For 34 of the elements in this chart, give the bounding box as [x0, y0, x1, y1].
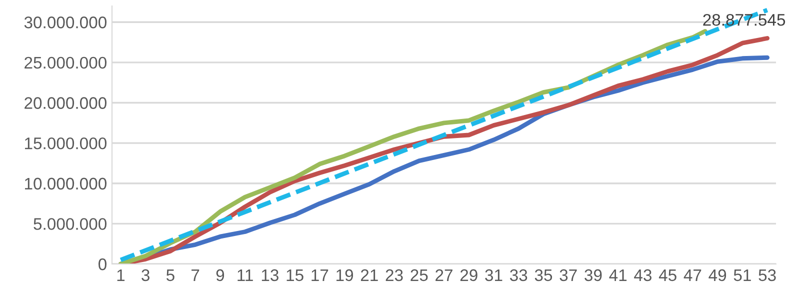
y-tick-label: 10.000.000	[25, 178, 106, 190]
x-tick-label: 45	[658, 269, 676, 282]
x-tick-label: 13	[262, 269, 278, 282]
y-tick-label: 0	[98, 258, 106, 270]
x-tick-label: 49	[708, 269, 726, 282]
x-tick-label: 29	[460, 269, 478, 282]
x-tick-label: 53	[758, 269, 776, 282]
x-tick-label: 41	[609, 269, 627, 281]
y-tick-label: 20.000.000	[24, 97, 106, 109]
x-tick-label: 9	[216, 269, 224, 282]
y-tick-label: 30.000.000	[24, 16, 106, 28]
x-tick-label: 37	[560, 269, 577, 282]
x-tick-label: 43	[634, 269, 652, 282]
y-tick-label: 5.000.000	[34, 218, 106, 230]
x-tick-label: 19	[336, 269, 354, 282]
x-tick-label: 47	[684, 269, 702, 281]
x-tick-label: 27	[436, 269, 452, 281]
x-tick-label: 33	[510, 269, 528, 282]
x-tick-label: 5	[166, 269, 174, 282]
x-tick-label: 51	[734, 269, 751, 282]
x-tick-label: 7	[192, 269, 200, 281]
x-tick-label: 3	[142, 269, 150, 282]
x-tick-label: 31	[485, 269, 502, 282]
x-tick-label: 35	[534, 269, 552, 282]
x-tick-label: 1	[117, 269, 125, 281]
x-tick-label: 23	[386, 269, 403, 282]
x-tick-label: 21	[360, 269, 378, 281]
x-tick-label: 15	[286, 269, 304, 282]
y-tick-label: 25.000.000	[24, 56, 106, 69]
x-tick-label: 11	[238, 269, 253, 281]
y-tick-label: 15.000.000	[25, 137, 106, 150]
x-tick-label: 17	[312, 269, 328, 281]
x-tick-label: 39	[584, 269, 602, 282]
x-tick-label: 25	[410, 269, 428, 282]
